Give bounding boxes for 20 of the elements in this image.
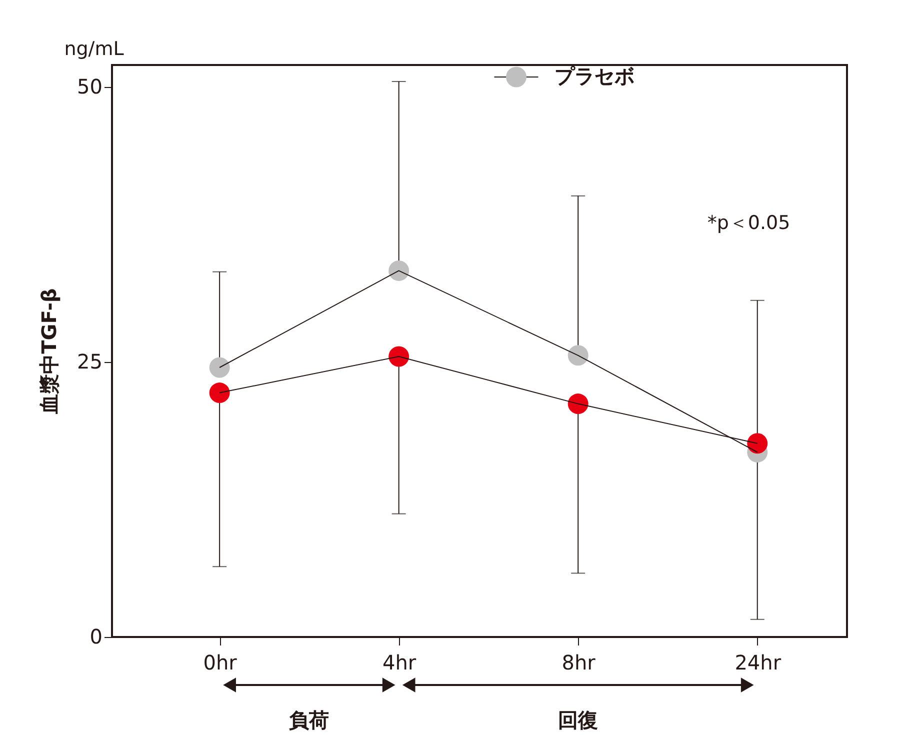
point: [209, 357, 230, 378]
text: 回復: [558, 708, 598, 732]
annotation: *p＜0.05: [707, 212, 790, 234]
y-tick-label: 25: [77, 350, 102, 374]
x-tick-label: 8hr: [562, 650, 596, 674]
text: 負荷: [289, 708, 330, 732]
y-tick-label: 0: [90, 624, 102, 648]
point: [388, 260, 410, 281]
point: [388, 346, 410, 367]
x-tick-label: 24hr: [734, 650, 782, 674]
y-axis-title: 血漿中TGF-β: [37, 288, 61, 415]
point: [209, 382, 230, 404]
legend-label: プラセボ: [554, 64, 634, 88]
point: [568, 394, 588, 414]
text: ng/mL: [64, 38, 124, 60]
point: [568, 345, 588, 366]
point: [747, 433, 768, 454]
x-tick-label: 4hr: [382, 650, 417, 674]
x-tick-label: 0hr: [203, 650, 238, 674]
y-tick-label: 50: [77, 74, 102, 98]
